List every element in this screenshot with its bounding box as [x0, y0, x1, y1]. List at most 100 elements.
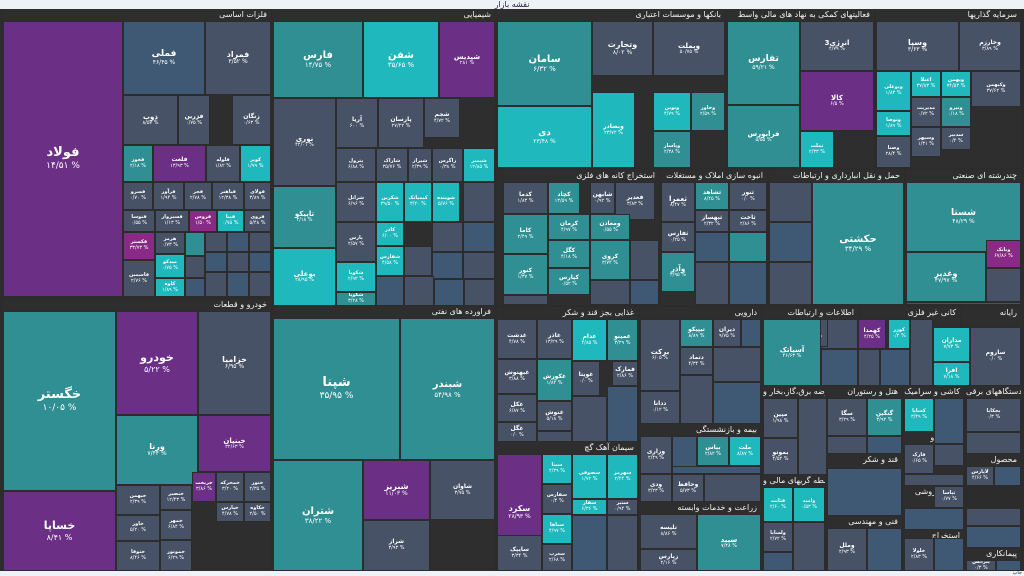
stock-tile[interactable]: مداران ۷/۷۳ % [933, 327, 970, 362]
stock-tile[interactable]: غبهنوش ۳/۸۸ % [497, 359, 537, 394]
stock-tile[interactable]: قثابت ۲/۶۰ % [763, 487, 793, 522]
stock-tile-small[interactable] [858, 349, 880, 386]
stock-tile[interactable]: فسبزوار ۱/۱۳ % [155, 210, 189, 232]
stock-tile[interactable]: ختوقا ۸/۴۶ % [116, 541, 160, 571]
stock-tile[interactable]: تفارس ۵۹/۲۱ % [727, 21, 800, 105]
stock-tile-small[interactable] [434, 279, 464, 306]
stock-tile[interactable]: خکاوه ۲/۵۰ % [244, 502, 271, 522]
stock-tile[interactable]: سدبیر ۰/۴ % [941, 127, 971, 150]
stock-tile[interactable]: کویر ۱/۷۹ % [240, 145, 271, 182]
stock-tile[interactable]: حکشتی ۳۴/۲۹ % [812, 182, 904, 305]
stock-tile-small[interactable] [966, 432, 1021, 454]
stock-tile[interactable]: سپید ۷/۴۸ % [697, 514, 761, 571]
stock-tile-small[interactable] [205, 252, 227, 272]
stock-tile[interactable]: کنور ۱/۳۷ % [503, 254, 548, 295]
stock-tile[interactable]: سیاها ۴/۹۷ % [542, 514, 572, 544]
stock-tile[interactable]: پارسان ۲۷/۲۲ % [378, 98, 424, 148]
stock-tile-small[interactable] [227, 252, 249, 272]
stock-tile[interactable]: ولساپا ۲/۷۲ % [763, 522, 793, 552]
stock-tile[interactable]: دی ۲۳/۴۸ % [497, 106, 592, 168]
stock-tile-small[interactable] [249, 232, 271, 252]
stock-tile[interactable]: شستا ۴۸/۲۹ % [906, 182, 1021, 252]
stock-tile[interactable]: ساروم ۰/۰ % [970, 327, 1021, 386]
stock-tile[interactable]: غمینو ۳/۲۹ % [607, 319, 638, 361]
stock-tile[interactable]: سامان ۶/۳۲ % [497, 21, 592, 106]
stock-tile[interactable]: فارس ۱۴/۷۵ % [273, 21, 363, 98]
stock-tile[interactable]: شکربن ۳۹/۵۰ % [376, 182, 404, 222]
stock-tile[interactable]: نوری ۴۴/۰۱ % [273, 98, 336, 186]
stock-tile-small[interactable] [463, 182, 495, 222]
stock-tile-small[interactable] [227, 232, 249, 252]
stock-tile[interactable]: مپین ۱/۹۸ % [763, 398, 798, 438]
stock-tile-small[interactable] [607, 515, 638, 571]
stock-tile-small[interactable] [590, 280, 630, 305]
stock-tile[interactable]: شرانل ۶/۹۶ % [336, 182, 376, 222]
stock-tile[interactable]: شیمیر ۱۲/۸۵ % [463, 148, 495, 182]
stock-tile[interactable]: خودرو ۵/۲۲ % [116, 311, 198, 415]
stock-tile[interactable]: شابهن ۰/۹۲ % [590, 182, 615, 214]
stock-tile-small[interactable] [630, 240, 659, 280]
stock-tile-small[interactable] [821, 349, 858, 386]
stock-tile[interactable]: اعتلا ۳۷/۸۳ % [911, 71, 941, 97]
stock-tile[interactable]: شفارس ۴/۵۸ % [376, 246, 404, 276]
stock-tile-small[interactable] [572, 515, 607, 571]
stock-tile[interactable]: وخارزم ۳/۸۹ % [959, 21, 1021, 71]
stock-tile[interactable]: فباهنر ۱۲/۳۸ % [212, 182, 244, 210]
stock-tile-small[interactable] [404, 246, 432, 276]
stock-tile[interactable]: وبانک ۶۷/۸۶ % [986, 240, 1021, 268]
stock-tile-small[interactable] [867, 436, 902, 454]
stock-tile-small[interactable] [763, 552, 793, 571]
stock-tile-small[interactable] [463, 252, 495, 279]
stock-tile[interactable]: بجکاپا ۰/۳ % [966, 398, 1021, 432]
stock-tile-small[interactable] [996, 560, 1021, 571]
stock-tile[interactable]: شوینده ۵/۷۶ % [432, 182, 460, 222]
stock-tile-small[interactable] [729, 262, 767, 305]
stock-tile[interactable]: کاما ۲/۴۹ % [503, 214, 548, 254]
stock-tile[interactable]: کرمان ۴/۹۷ % [548, 214, 590, 240]
stock-tile[interactable]: غویتا ۰/۰ % [572, 361, 600, 396]
stock-tile-small[interactable] [630, 280, 659, 305]
stock-tile[interactable]: شراز ۳/۹۳ % [363, 520, 430, 571]
stock-tile-small[interactable] [432, 252, 463, 279]
stock-tile[interactable]: بوعلی ۲۸/۹۵ % [273, 248, 336, 306]
stock-tile-small[interactable] [704, 474, 761, 502]
stock-tile[interactable]: شپدیس ۲۸۱ % [439, 21, 495, 98]
stock-tile[interactable]: وخاور ۲/۵۹ % [691, 92, 725, 131]
stock-tile[interactable]: فسرو ۰/۷۰ % [123, 182, 153, 210]
stock-tile[interactable]: کساپا ۳/۴۹ % [904, 398, 934, 432]
stock-tile-small[interactable] [798, 398, 827, 475]
stock-tile[interactable]: ونیرو ۰/۱۸ % [941, 97, 971, 127]
stock-tile[interactable]: ثشاهد ۸/۴۵ % [695, 182, 729, 210]
stock-tile-small[interactable] [503, 295, 548, 305]
stock-tile-small[interactable] [713, 382, 761, 424]
stock-tile[interactable]: کپارس ۰/۵۲ % [548, 268, 590, 295]
stock-tile[interactable]: کاذر ۶/۰۰ % [376, 222, 404, 246]
stock-tile[interactable]: فلوله ۱/۸۲ % [206, 145, 240, 182]
stock-tile[interactable]: غگل ۰/۰ % [497, 422, 537, 442]
stock-tile[interactable]: ددانا ۰/۱۲ % [640, 391, 680, 424]
stock-tile[interactable]: کهمدا ۴/۲۵ % [858, 319, 886, 349]
stock-tile[interactable]: هرمز ۰/۷۳ % [155, 232, 185, 254]
stock-tile[interactable]: وبصادر ۲۳/۷۲ % [592, 92, 635, 168]
stock-tile[interactable]: آسیاتک ۴۶/۶۳ % [763, 319, 821, 386]
stock-tile[interactable]: تاپیکو ۴/۱۸ % [273, 186, 336, 248]
stock-tile[interactable]: ختور ۲/۳۵ % [244, 472, 271, 502]
stock-tile[interactable]: سگا ۳/۲۹ % [827, 398, 867, 436]
stock-tile[interactable]: کگل ۴/۱۸ % [548, 240, 590, 268]
stock-tile-small[interactable] [910, 319, 933, 386]
stock-tile[interactable]: وملل ۲/۹۳ % [827, 528, 867, 571]
stock-tile[interactable]: فرابورس ۵/۵۵ % [727, 105, 800, 168]
stock-tile-small[interactable] [994, 466, 1021, 486]
stock-tile[interactable]: ملت ۸/۸۷ % [729, 436, 761, 466]
stock-tile[interactable]: غکل ۶/۸۷ % [497, 394, 537, 422]
stock-tile[interactable]: شتران ۳۸/۲۲ % [273, 460, 363, 571]
stock-tile[interactable]: بموتو ۴/۵۲ % [763, 438, 798, 475]
stock-tile[interactable]: خزامیا ۶/۹۵ % [198, 311, 271, 415]
stock-tile[interactable]: خبنیان ۳۲/۶۳ % [198, 415, 271, 472]
stock-tile[interactable]: وصنا ۲۸/۴ % [876, 136, 911, 168]
stock-tile[interactable]: فمارک ۲/۸۶ % [612, 361, 638, 386]
stock-tile[interactable]: بپاس ۲/۸۲ % [697, 436, 729, 466]
stock-tile-small[interactable] [827, 436, 867, 454]
stock-tile[interactable]: وبملت ۵۰/۷۵ % [653, 21, 725, 76]
stock-tile[interactable]: فاسمین ۲/۷۶ % [123, 260, 155, 297]
